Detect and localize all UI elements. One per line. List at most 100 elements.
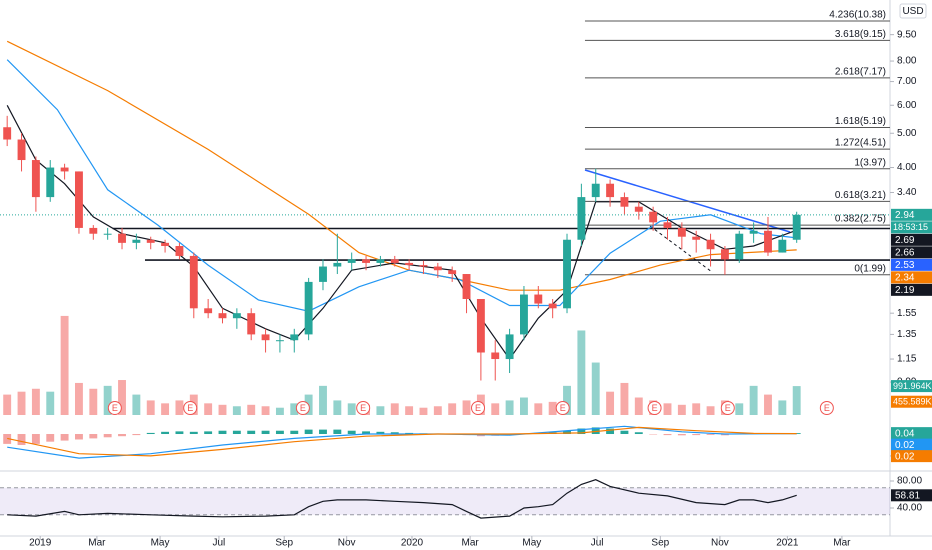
- volume-bar: [390, 403, 399, 415]
- candle-body: [520, 294, 528, 335]
- candle-body: [103, 233, 112, 235]
- volume-bar: [749, 385, 758, 415]
- x-tick-label: Sep: [651, 538, 669, 549]
- earnings-marker: [107, 401, 122, 415]
- x-tick-label: Nov: [338, 538, 356, 549]
- volume-bar: [405, 406, 414, 415]
- macd-tag: [891, 450, 932, 463]
- candle-body: [290, 334, 299, 341]
- y-tick-label: 80.00: [897, 476, 922, 487]
- y-tick-label: 1.35: [897, 329, 917, 340]
- price-tag-label: 2.53: [895, 260, 915, 271]
- price-tag: [891, 208, 932, 221]
- x-tick-label: Mar: [833, 538, 851, 549]
- volume-bar: [89, 388, 98, 415]
- moving-average: [6, 105, 797, 361]
- volume-bar: [46, 391, 55, 415]
- volume-bar: [419, 407, 428, 415]
- volume-bar: [491, 403, 500, 415]
- fib-label: 2.618(7.17): [835, 67, 886, 78]
- earnings-label: E: [187, 403, 193, 413]
- fib-label: 0.382(2.75): [835, 214, 886, 225]
- candle-body: [405, 262, 414, 266]
- volume-bar: [60, 315, 69, 415]
- earnings-marker: [183, 401, 198, 415]
- volume-bar: [778, 400, 787, 415]
- price-tag-label: 2.69: [895, 235, 915, 246]
- volume-bar: [663, 403, 672, 415]
- x-tick-label: Mar: [462, 538, 480, 549]
- candle-body: [189, 255, 198, 309]
- volume-bar: [606, 391, 615, 415]
- x-tick-label: Sep: [275, 538, 293, 549]
- macd-histogram: [247, 430, 256, 435]
- volume-bar: [218, 404, 227, 415]
- earnings-marker: [295, 401, 310, 415]
- candle-body: [720, 249, 729, 260]
- candle-body: [563, 239, 571, 309]
- volume-bar: [505, 400, 514, 415]
- candle-body: [663, 222, 672, 228]
- macd-histogram: [606, 428, 615, 435]
- x-tick-label: 2021: [776, 538, 799, 549]
- earnings-marker: [819, 401, 834, 415]
- macd-histogram: [347, 430, 356, 435]
- volume-tag-label: 455.589K: [893, 397, 932, 407]
- price-tag-label: 2.66: [895, 247, 915, 258]
- volume-tag: [891, 380, 932, 393]
- price-tag: [891, 246, 932, 259]
- volume-bar: [534, 403, 543, 415]
- fib-label: 1.618(5.19): [835, 116, 886, 127]
- price-tag-label: 2.94: [895, 210, 915, 221]
- volume-bar: [548, 401, 557, 415]
- volume-bar: [31, 388, 40, 415]
- candle-body: [692, 236, 701, 240]
- y-tick-label: 40.00: [897, 503, 922, 514]
- candle-body: [735, 233, 744, 260]
- candle-body: [577, 197, 586, 240]
- macd-histogram: [677, 434, 686, 436]
- macd-histogram: [132, 434, 141, 436]
- macd-histogram: [706, 434, 715, 435]
- x-tick-label: May: [522, 538, 541, 549]
- macd-histogram: [175, 431, 184, 435]
- y-tick-label: 7.00: [897, 76, 917, 87]
- y-tick-label: 4.00: [897, 162, 917, 173]
- x-tick-label: Jul: [213, 538, 226, 549]
- macd-histogram: [46, 434, 55, 442]
- macd-tag: [891, 438, 932, 451]
- volume-bar: [247, 404, 256, 415]
- volume-bar: [462, 400, 471, 415]
- candle-body: [448, 270, 457, 275]
- candle-body: [304, 281, 313, 335]
- x-tick-label: May: [151, 538, 170, 549]
- x-tick-label: Mar: [88, 538, 106, 549]
- macd-tag-label: 0.04: [895, 428, 915, 439]
- macd-histogram: [692, 434, 701, 436]
- macd-histogram: [218, 430, 227, 435]
- volume-bar: [692, 403, 701, 415]
- macd-tag-label: 0.02: [895, 440, 915, 451]
- volume-bar: [275, 407, 284, 415]
- candle-body: [548, 303, 557, 309]
- price-tag: [891, 283, 932, 296]
- earnings-label: E: [360, 403, 366, 413]
- candle-body: [232, 313, 241, 319]
- earnings-marker: [647, 401, 662, 415]
- macd-histogram: [275, 430, 284, 435]
- earnings-marker: [720, 401, 735, 415]
- fib-label: 4.236(10.38): [829, 10, 886, 21]
- y-tick-label: 1.15: [897, 354, 917, 365]
- macd-histogram: [75, 434, 83, 440]
- candle-body: [218, 313, 227, 319]
- y-tick-label: 3.40: [897, 187, 917, 198]
- rsi-band: [0, 487, 890, 515]
- candle-body: [275, 340, 284, 342]
- candle-body: [476, 298, 485, 353]
- macd-line: [7, 426, 797, 457]
- x-tick-label: Nov: [711, 538, 729, 549]
- candle-body: [31, 160, 40, 198]
- candle-body: [89, 227, 98, 234]
- candle-body: [606, 183, 615, 198]
